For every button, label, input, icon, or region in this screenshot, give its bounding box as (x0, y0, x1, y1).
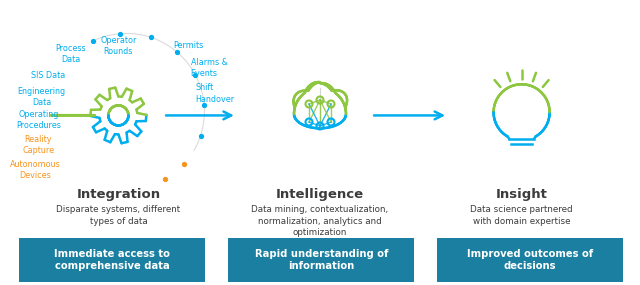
FancyBboxPatch shape (228, 238, 414, 282)
Text: Intelligence: Intelligence (276, 188, 364, 201)
Text: Operator
Rounds: Operator Rounds (100, 36, 136, 56)
Text: Process
Data: Process Data (55, 44, 86, 64)
Text: Alarms &
Events: Alarms & Events (191, 58, 228, 78)
Text: Operating
Procedures: Operating Procedures (16, 110, 61, 130)
Text: Autonomous
Devices: Autonomous Devices (10, 160, 61, 180)
Text: Rapid understanding of
information: Rapid understanding of information (255, 249, 388, 271)
Text: Immediate access to
comprehensive data: Immediate access to comprehensive data (54, 249, 170, 271)
FancyBboxPatch shape (437, 238, 623, 282)
Text: Engineering
Data: Engineering Data (17, 87, 66, 107)
Text: Integration: Integration (76, 188, 161, 201)
FancyBboxPatch shape (19, 238, 205, 282)
Text: Data science partnered
with domain expertise: Data science partnered with domain exper… (470, 205, 573, 226)
Text: Shift
Handover: Shift Handover (195, 84, 234, 103)
Text: SIS Data: SIS Data (31, 71, 65, 80)
Text: Reality
Capture: Reality Capture (22, 135, 54, 155)
Text: Permits: Permits (173, 41, 203, 50)
Text: Data mining, contextualization,
normalization, analytics and
optimization: Data mining, contextualization, normaliz… (252, 205, 388, 237)
Text: Insight: Insight (495, 188, 548, 201)
Text: Improved outcomes of
decisions: Improved outcomes of decisions (467, 249, 593, 271)
Text: Disparate systems, different
types of data: Disparate systems, different types of da… (56, 205, 180, 226)
